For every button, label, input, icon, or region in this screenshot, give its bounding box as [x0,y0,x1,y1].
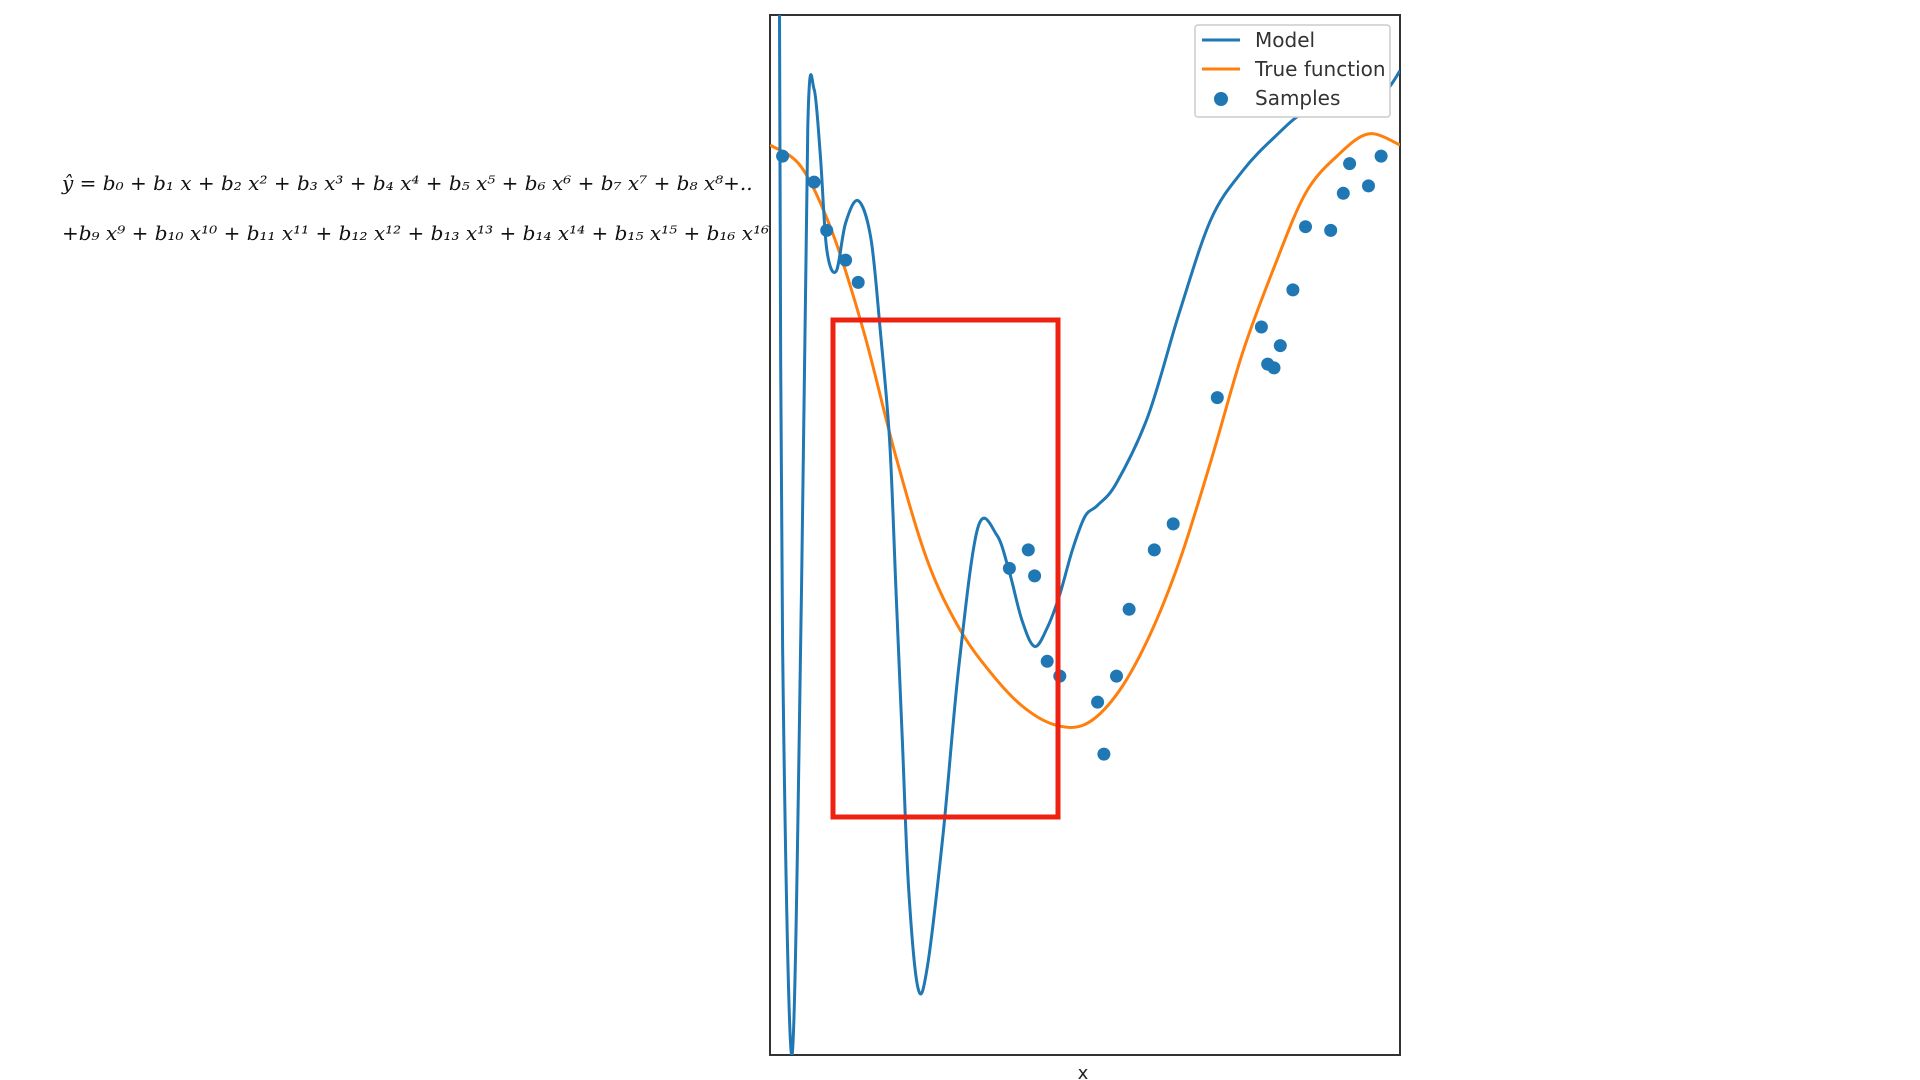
sample-point [1122,602,1136,616]
sample-point [1166,517,1180,531]
sample-point [1040,654,1054,668]
sample-point [1273,339,1287,353]
sample-point [1210,391,1224,405]
model-line [778,15,1400,1055]
series-layer [770,15,1400,1055]
sample-point [1343,157,1357,171]
sample-point [839,253,853,267]
sample-point [1267,361,1281,375]
sample-point [1362,179,1375,193]
sample-point [851,275,865,289]
plot-frame [769,14,1401,1056]
legend-samples-swatch [1214,92,1228,106]
legend: Model True function Samples [1194,24,1391,118]
legend-samples-label: Samples [1255,86,1340,110]
sample-point [1028,569,1042,583]
polynomial-equation: ŷ = b₀ + b₁ x + b₂ x² + b₃ x³ + b₄ x⁴ + … [62,158,770,258]
sample-point [1021,543,1035,557]
sample-point [1299,220,1312,234]
equation-line-2: +b₉ x⁹ + b₁₀ x¹⁰ + b₁₁ x¹¹ + b₁₂ x¹² + b… [62,221,770,245]
sample-point [1336,186,1350,200]
sample-point [1097,747,1111,761]
sample-point [1091,695,1105,709]
sample-point [1286,283,1300,297]
sample-point [1254,320,1268,334]
x-axis-label: x [1078,1063,1089,1080]
legend-model-label: Model [1255,28,1315,52]
legend-frame [1194,24,1391,118]
sample-point [1324,223,1338,237]
sample-point [1374,149,1388,163]
sample-point [807,175,821,189]
true-function-line [770,132,1400,729]
sample-point [1002,561,1016,575]
equation-line-1: ŷ = b₀ + b₁ x + b₂ x² + b₃ x³ + b₄ x⁴ + … [62,171,753,195]
sample-point [776,149,790,163]
sample-point [820,223,834,237]
highlight-box [830,317,1061,820]
sample-point [1110,669,1123,683]
sample-point [1147,543,1161,557]
legend-true-function-label: True function [1254,57,1386,81]
